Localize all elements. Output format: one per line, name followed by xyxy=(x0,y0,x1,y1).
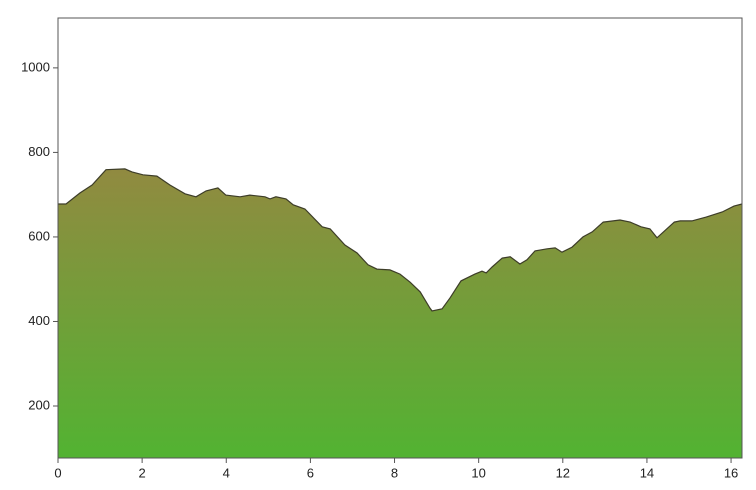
plot-frame xyxy=(57,17,743,459)
y-tick-label: 1000 xyxy=(21,59,50,74)
x-tick-label: 14 xyxy=(640,465,654,480)
x-tick-label: 8 xyxy=(391,465,398,480)
area-outline xyxy=(58,168,743,312)
y-tick-label: 800 xyxy=(28,144,50,159)
area xyxy=(58,168,742,458)
y-tick-label: 200 xyxy=(28,397,50,412)
x-tick-label: 0 xyxy=(54,465,61,480)
x-tick-label: 4 xyxy=(223,465,230,480)
x-tick-label: 6 xyxy=(307,465,314,480)
x-tick-label: 16 xyxy=(724,465,738,480)
x-tick-label: 10 xyxy=(471,465,485,480)
x-tick-label: 12 xyxy=(556,465,570,480)
y-tick-label: 400 xyxy=(28,313,50,328)
y-tick-label: 600 xyxy=(28,228,50,243)
x-tick-label: 2 xyxy=(139,465,146,480)
